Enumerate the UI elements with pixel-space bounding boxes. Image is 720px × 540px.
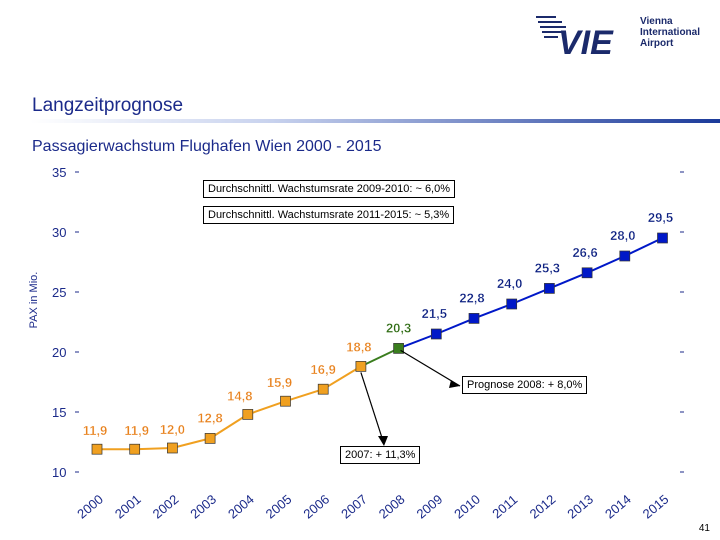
forecast-2008-arrow <box>400 349 461 387</box>
y-tick-label: 10 <box>52 465 66 480</box>
logo-line-3: Airport <box>640 38 674 49</box>
title-underline <box>0 95 720 123</box>
y-tick-label: 20 <box>52 345 66 360</box>
data-label: 26,6 <box>572 245 597 260</box>
data-label: 11,9 <box>83 423 108 438</box>
x-tick-label: 2003 <box>187 492 219 522</box>
chart-callouts <box>360 349 461 446</box>
x-tick-label: 2004 <box>225 492 257 522</box>
x-tick-label: 2015 <box>640 492 672 522</box>
data-label: 28,0 <box>610 228 635 243</box>
page-title: Langzeitprognose <box>32 95 184 116</box>
data-label: 14,8 <box>227 388 252 403</box>
data-point <box>167 442 178 454</box>
series-line-segment <box>511 287 550 305</box>
series-line-segment <box>624 237 663 257</box>
logo-text: Vienna International Airport <box>640 16 700 49</box>
data-point <box>204 433 216 444</box>
growth-2007-box: 2007: + 11,3% <box>340 446 421 464</box>
series-line-segment <box>209 413 249 440</box>
data-point <box>280 395 291 407</box>
series-line-segment <box>322 365 362 391</box>
data-label: 25,3 <box>535 260 560 275</box>
chart-lines <box>97 237 663 451</box>
data-point <box>393 343 404 354</box>
series-line-segment <box>586 255 626 274</box>
series-line-segment <box>172 437 211 449</box>
vienna-airport-logo: VIE <box>536 16 614 62</box>
data-point <box>506 298 518 310</box>
x-tick-label: 2013 <box>564 492 596 522</box>
data-label: 24,0 <box>497 276 522 291</box>
data-point <box>129 443 141 455</box>
data-label: 15,9 <box>267 375 292 390</box>
chart-labels: 11,9 11,9 12,0 12,8 14,8 15,9 16,9 18,8 20,3 21,5… <box>83 210 674 439</box>
x-tick-label: 2002 <box>150 492 182 522</box>
data-point <box>619 250 631 262</box>
y-tick-label: 15 <box>52 405 66 420</box>
chart-subtitle: Passagierwachstum Flughafen Wien 2000 - … <box>32 138 382 155</box>
growth-2007-arrow <box>360 372 385 445</box>
growth-2007-arrowhead <box>378 436 388 446</box>
logo-line-1: Vienna <box>640 16 673 27</box>
data-label: 20,3 <box>386 320 411 335</box>
y-tick-label: 35 <box>52 165 66 180</box>
data-label: 21,5 <box>422 306 447 321</box>
data-point <box>468 313 480 324</box>
data-label: 18,8 <box>346 339 371 354</box>
page-number: 41 <box>698 523 710 534</box>
chart-marks <box>91 232 668 455</box>
y-axis-label: PAX in Mio. <box>28 272 40 329</box>
data-label: 12,8 <box>197 410 222 425</box>
series-line-segment <box>247 400 286 416</box>
logo-letters: VIE <box>558 24 614 62</box>
data-point <box>544 283 555 294</box>
avg-rate-2011-2015-box: Durchschnittl. Wachstumsrate 2011-2015: … <box>203 206 455 224</box>
x-tick-label: 2008 <box>376 492 408 522</box>
data-point <box>657 232 668 244</box>
logo-line-2: International <box>640 27 701 38</box>
forecast-2008-arrowhead <box>449 380 460 388</box>
data-label: 12,0 <box>160 422 185 437</box>
series-line-segment <box>398 333 437 350</box>
data-point <box>355 361 367 372</box>
series-line-segment <box>473 303 513 320</box>
x-tick-label: 2011 <box>489 492 520 521</box>
x-tick-label: 2010 <box>451 492 483 522</box>
x-tick-label: 2006 <box>300 492 332 522</box>
series-line-segment <box>549 271 588 290</box>
series-line-segment <box>435 317 475 335</box>
series-line-segment <box>134 447 173 451</box>
x-tick-label: 2001 <box>112 492 144 522</box>
data-point <box>242 409 254 420</box>
forecast-2008-box: Prognose 2008: + 8,0% <box>462 376 588 394</box>
x-tick-label: 2007 <box>338 492 370 522</box>
avg-rate-2009-2010-box: Durchschnittl. Wachstumsrate 2009-2010: … <box>203 180 456 198</box>
y-tick-label: 25 <box>52 285 66 300</box>
data-point <box>91 443 103 455</box>
x-tick-label: 2000 <box>74 492 106 522</box>
data-label: 11,9 <box>124 423 149 438</box>
y-tick-label: 30 <box>52 225 66 240</box>
data-label: 22,8 <box>459 290 484 305</box>
x-tick-label: 2009 <box>414 492 446 522</box>
x-tick-label: 2005 <box>263 492 295 522</box>
data-label: 29,5 <box>648 210 673 225</box>
x-tick-label: 2014 <box>602 492 634 522</box>
series-line-segment <box>360 347 400 368</box>
data-point <box>581 267 593 279</box>
x-tick-label: 2012 <box>527 492 559 522</box>
series-line-segment <box>285 388 324 403</box>
data-point <box>317 383 329 395</box>
data-label: 16,9 <box>311 362 336 377</box>
data-point <box>430 328 442 340</box>
